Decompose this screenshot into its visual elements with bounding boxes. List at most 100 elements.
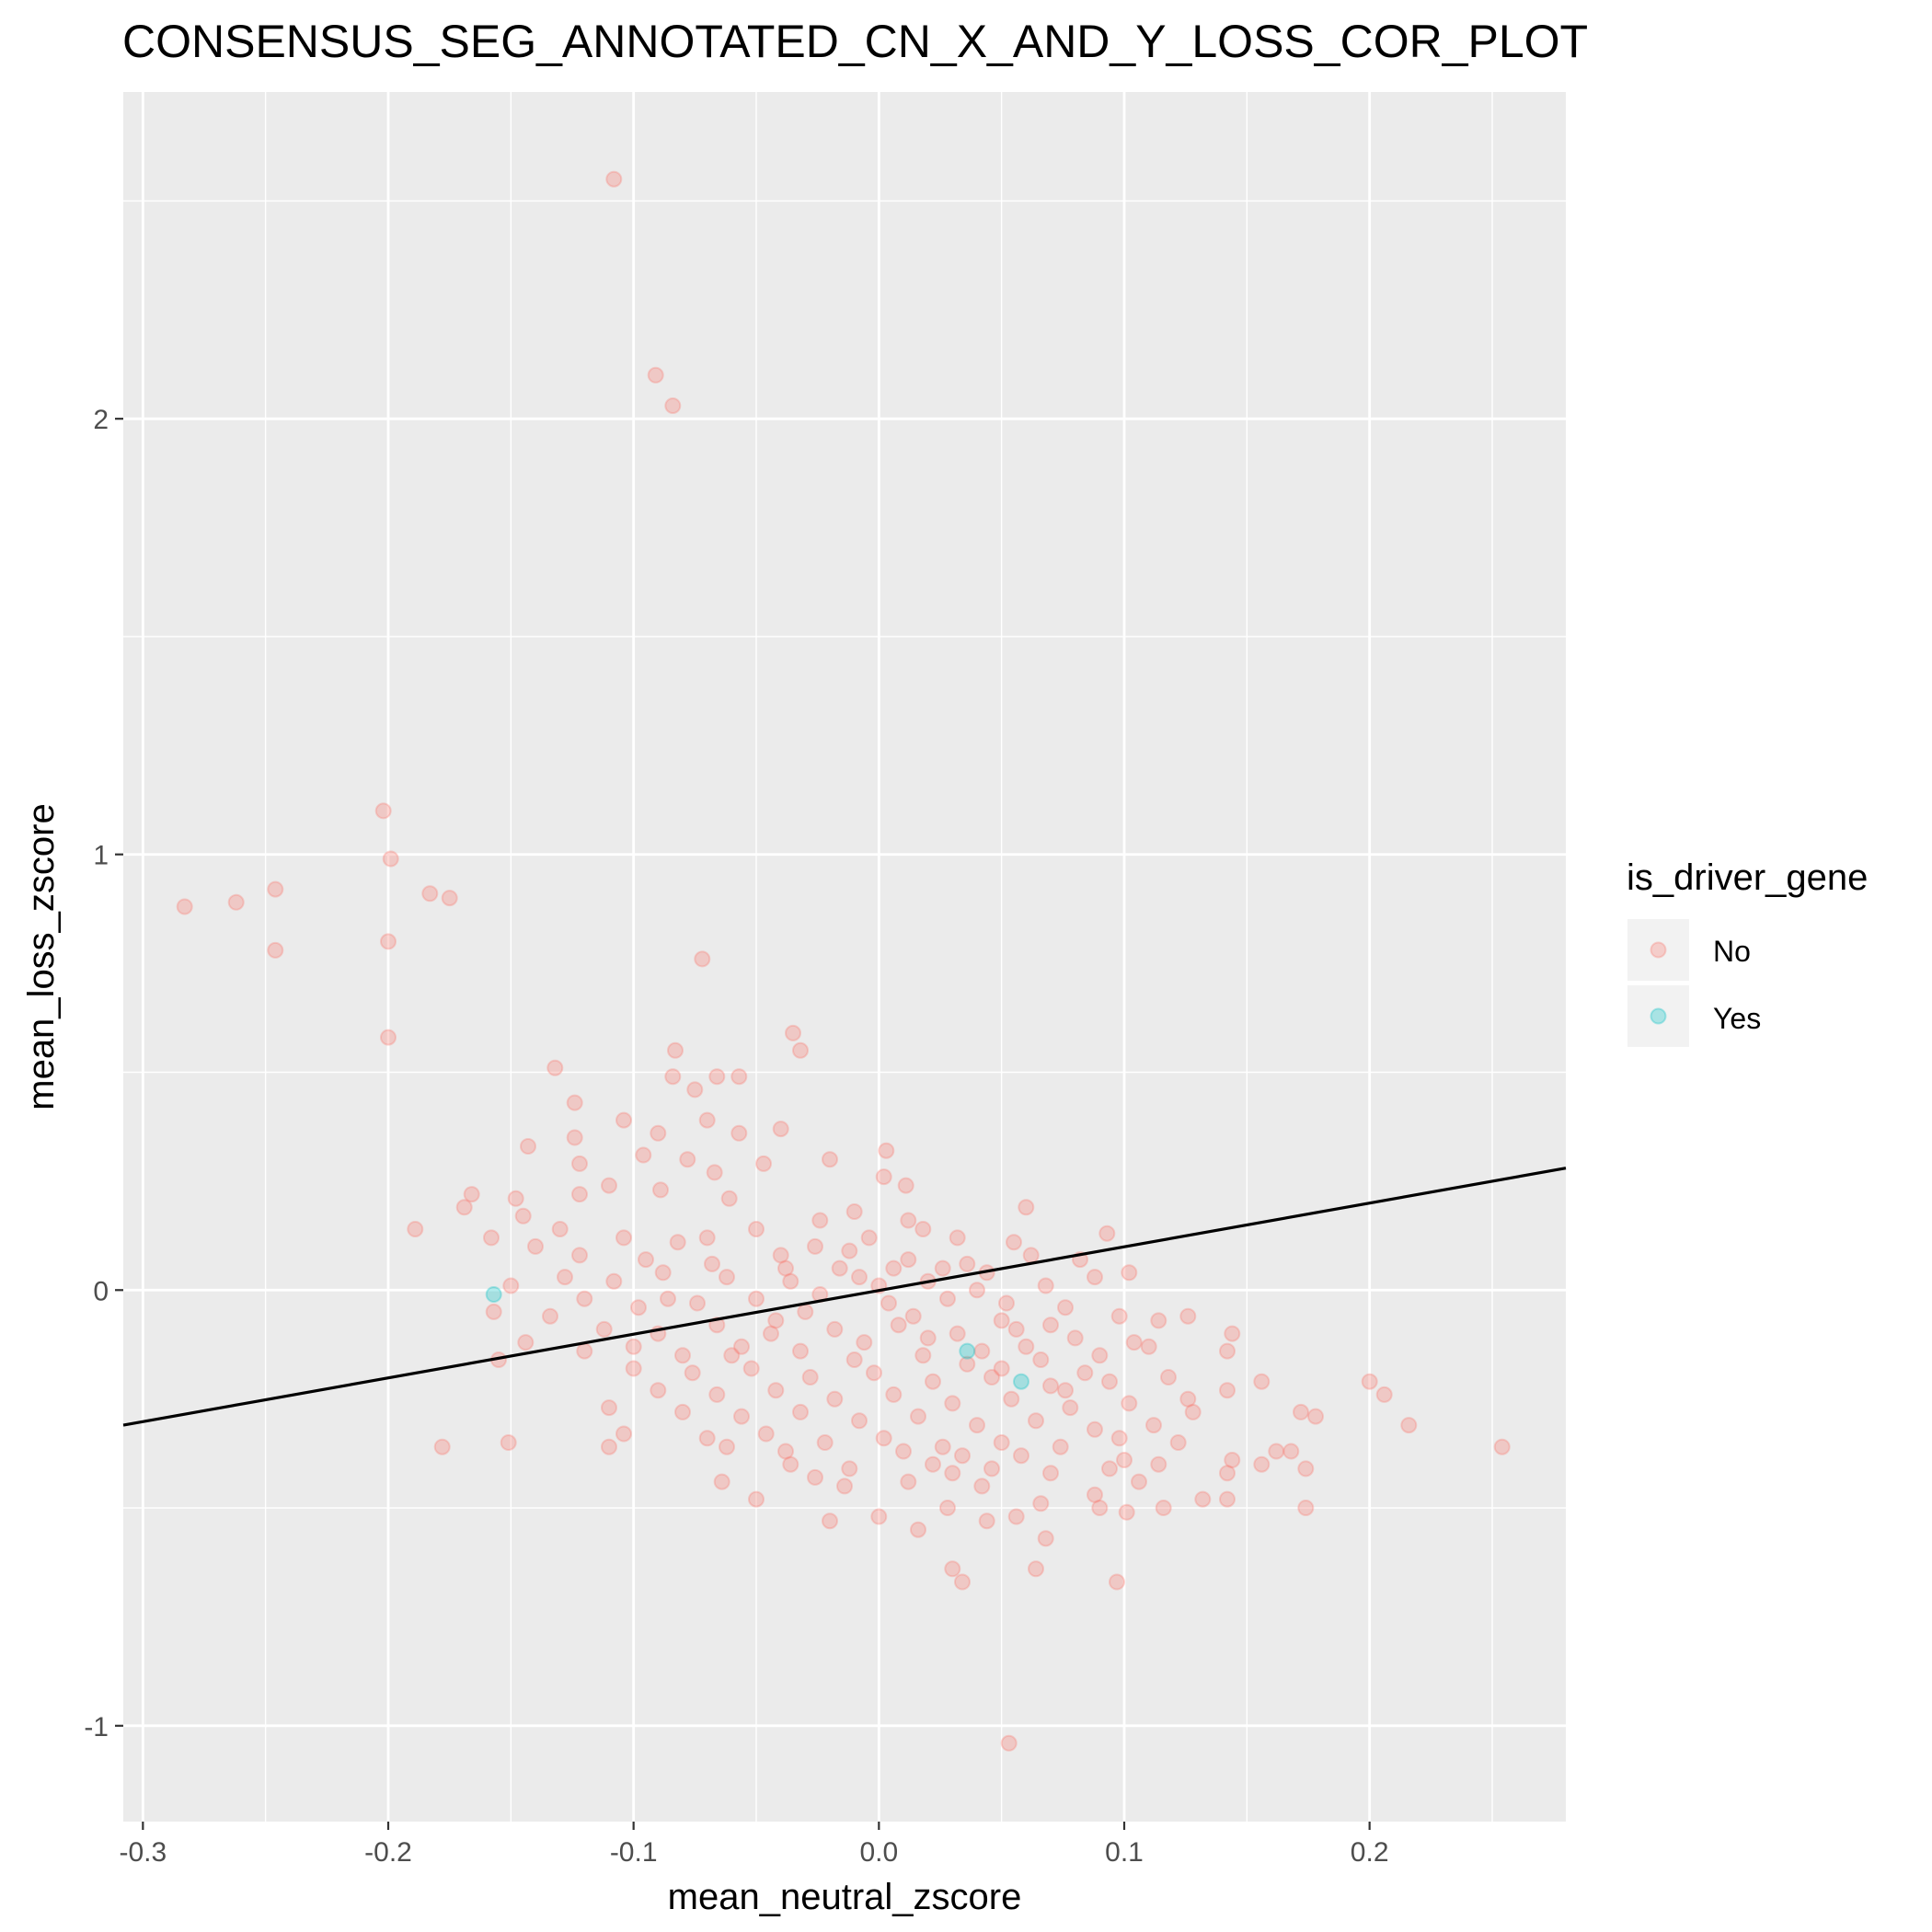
data-point-no bbox=[993, 1312, 1010, 1329]
data-point-no bbox=[782, 1455, 799, 1473]
data-point-no bbox=[576, 1290, 593, 1307]
data-point-no bbox=[904, 1307, 922, 1325]
major-gridlines bbox=[123, 92, 1566, 1822]
data-point-no bbox=[1253, 1455, 1271, 1473]
y-tick-label: 0 bbox=[93, 1276, 109, 1306]
data-point-no bbox=[1307, 1408, 1324, 1425]
data-point-no bbox=[625, 1360, 642, 1377]
data-point-no bbox=[944, 1465, 961, 1482]
data-point-no bbox=[1155, 1500, 1172, 1516]
legend: is_driver_gene No Yes bbox=[1627, 857, 1868, 1047]
data-point-no bbox=[1098, 1225, 1116, 1242]
data-point-no bbox=[1087, 1486, 1103, 1503]
data-point-no bbox=[733, 1408, 750, 1425]
data-point-no bbox=[1140, 1338, 1157, 1355]
data-point-no bbox=[571, 1155, 588, 1172]
data-point-no bbox=[1052, 1438, 1069, 1455]
legend-label-no: No bbox=[1713, 935, 1751, 968]
data-point-no bbox=[1375, 1386, 1393, 1403]
data-point-no bbox=[566, 1129, 583, 1146]
data-point-no bbox=[1131, 1473, 1147, 1490]
data-point-no bbox=[407, 1221, 424, 1237]
legend-key-no bbox=[1627, 919, 1689, 981]
data-point-no bbox=[227, 893, 245, 911]
data-point-no bbox=[1493, 1438, 1511, 1455]
y-axis-ticks: -1 0 1 2 bbox=[84, 405, 123, 1742]
data-point-no bbox=[571, 1247, 588, 1264]
data-point-no bbox=[851, 1269, 868, 1286]
data-point-no bbox=[708, 1068, 726, 1086]
data-point-no bbox=[949, 1325, 966, 1342]
data-point-no bbox=[934, 1438, 951, 1455]
data-point-no bbox=[625, 1338, 642, 1355]
data-point-no bbox=[1150, 1312, 1167, 1329]
chart-title: CONSENSUS_SEG_ANNOTATED_CN_X_AND_Y_LOSS_… bbox=[122, 16, 1588, 67]
data-point-no bbox=[1037, 1277, 1054, 1294]
data-point-no bbox=[1282, 1443, 1300, 1460]
data-point-no bbox=[1297, 1460, 1315, 1478]
data-point-no bbox=[595, 1320, 613, 1338]
data-point-no bbox=[1121, 1395, 1138, 1412]
data-point-no bbox=[897, 1177, 914, 1194]
x-tick-label: 0.1 bbox=[1105, 1837, 1144, 1868]
data-point-no bbox=[520, 1138, 536, 1155]
data-point-no bbox=[698, 1430, 716, 1447]
data-point-no bbox=[910, 1408, 926, 1425]
data-point-no bbox=[983, 1460, 1000, 1478]
data-point-no bbox=[1042, 1317, 1059, 1334]
data-point-no bbox=[993, 1434, 1010, 1451]
data-points bbox=[176, 170, 1511, 1752]
data-point-no bbox=[777, 1443, 794, 1460]
data-point-no bbox=[900, 1473, 917, 1490]
data-point-no bbox=[674, 1403, 691, 1420]
data-point-no bbox=[993, 1360, 1010, 1377]
data-point-no bbox=[730, 1068, 748, 1086]
minor-gridlines bbox=[123, 92, 1566, 1822]
data-point-no bbox=[638, 1251, 654, 1269]
x-tick-label: 0.0 bbox=[859, 1837, 898, 1868]
data-point-no bbox=[719, 1269, 735, 1286]
x-tick-label: 0.2 bbox=[1351, 1837, 1389, 1868]
data-point-no bbox=[895, 1443, 912, 1460]
data-point-no bbox=[969, 1282, 985, 1299]
data-point-no bbox=[748, 1221, 765, 1237]
data-point-no bbox=[630, 1299, 647, 1317]
data-point-no bbox=[1293, 1403, 1309, 1420]
x-tick-label: -0.2 bbox=[364, 1837, 412, 1868]
data-point-no bbox=[698, 1111, 716, 1129]
data-point-no bbox=[485, 1303, 502, 1320]
data-point-no bbox=[507, 1190, 524, 1207]
data-point-yes bbox=[485, 1286, 502, 1303]
data-point-no bbox=[514, 1207, 532, 1225]
data-point-no bbox=[875, 1430, 892, 1447]
data-point-no bbox=[919, 1329, 937, 1347]
data-point-no bbox=[767, 1382, 785, 1399]
data-point-no bbox=[1101, 1373, 1118, 1390]
data-point-no bbox=[615, 1111, 632, 1129]
data-point-no bbox=[546, 1059, 564, 1076]
x-tick-label: -0.3 bbox=[119, 1837, 167, 1868]
data-point-no bbox=[880, 1294, 897, 1312]
data-point-no bbox=[1028, 1412, 1044, 1430]
data-point-no bbox=[647, 366, 664, 384]
data-point-no bbox=[772, 1121, 789, 1138]
data-point-no bbox=[939, 1290, 956, 1307]
data-point-no bbox=[959, 1355, 976, 1373]
data-point-no bbox=[748, 1490, 765, 1508]
data-point-no bbox=[1125, 1334, 1143, 1351]
data-point-no bbox=[1032, 1351, 1050, 1368]
data-point-no bbox=[826, 1390, 844, 1408]
y-tick-label: 1 bbox=[93, 841, 109, 871]
data-point-no bbox=[900, 1251, 917, 1269]
data-point-no bbox=[1145, 1417, 1162, 1434]
data-point-no bbox=[679, 1151, 696, 1168]
data-point-no bbox=[1400, 1417, 1418, 1434]
data-point-no bbox=[1219, 1465, 1236, 1482]
data-point-no bbox=[944, 1395, 961, 1412]
data-point-no bbox=[421, 885, 439, 903]
data-point-no bbox=[1087, 1269, 1103, 1286]
data-point-no bbox=[748, 1290, 765, 1307]
data-point-no bbox=[1057, 1299, 1074, 1317]
y-tick-label: -1 bbox=[84, 1712, 109, 1742]
data-point-no bbox=[1101, 1460, 1118, 1478]
